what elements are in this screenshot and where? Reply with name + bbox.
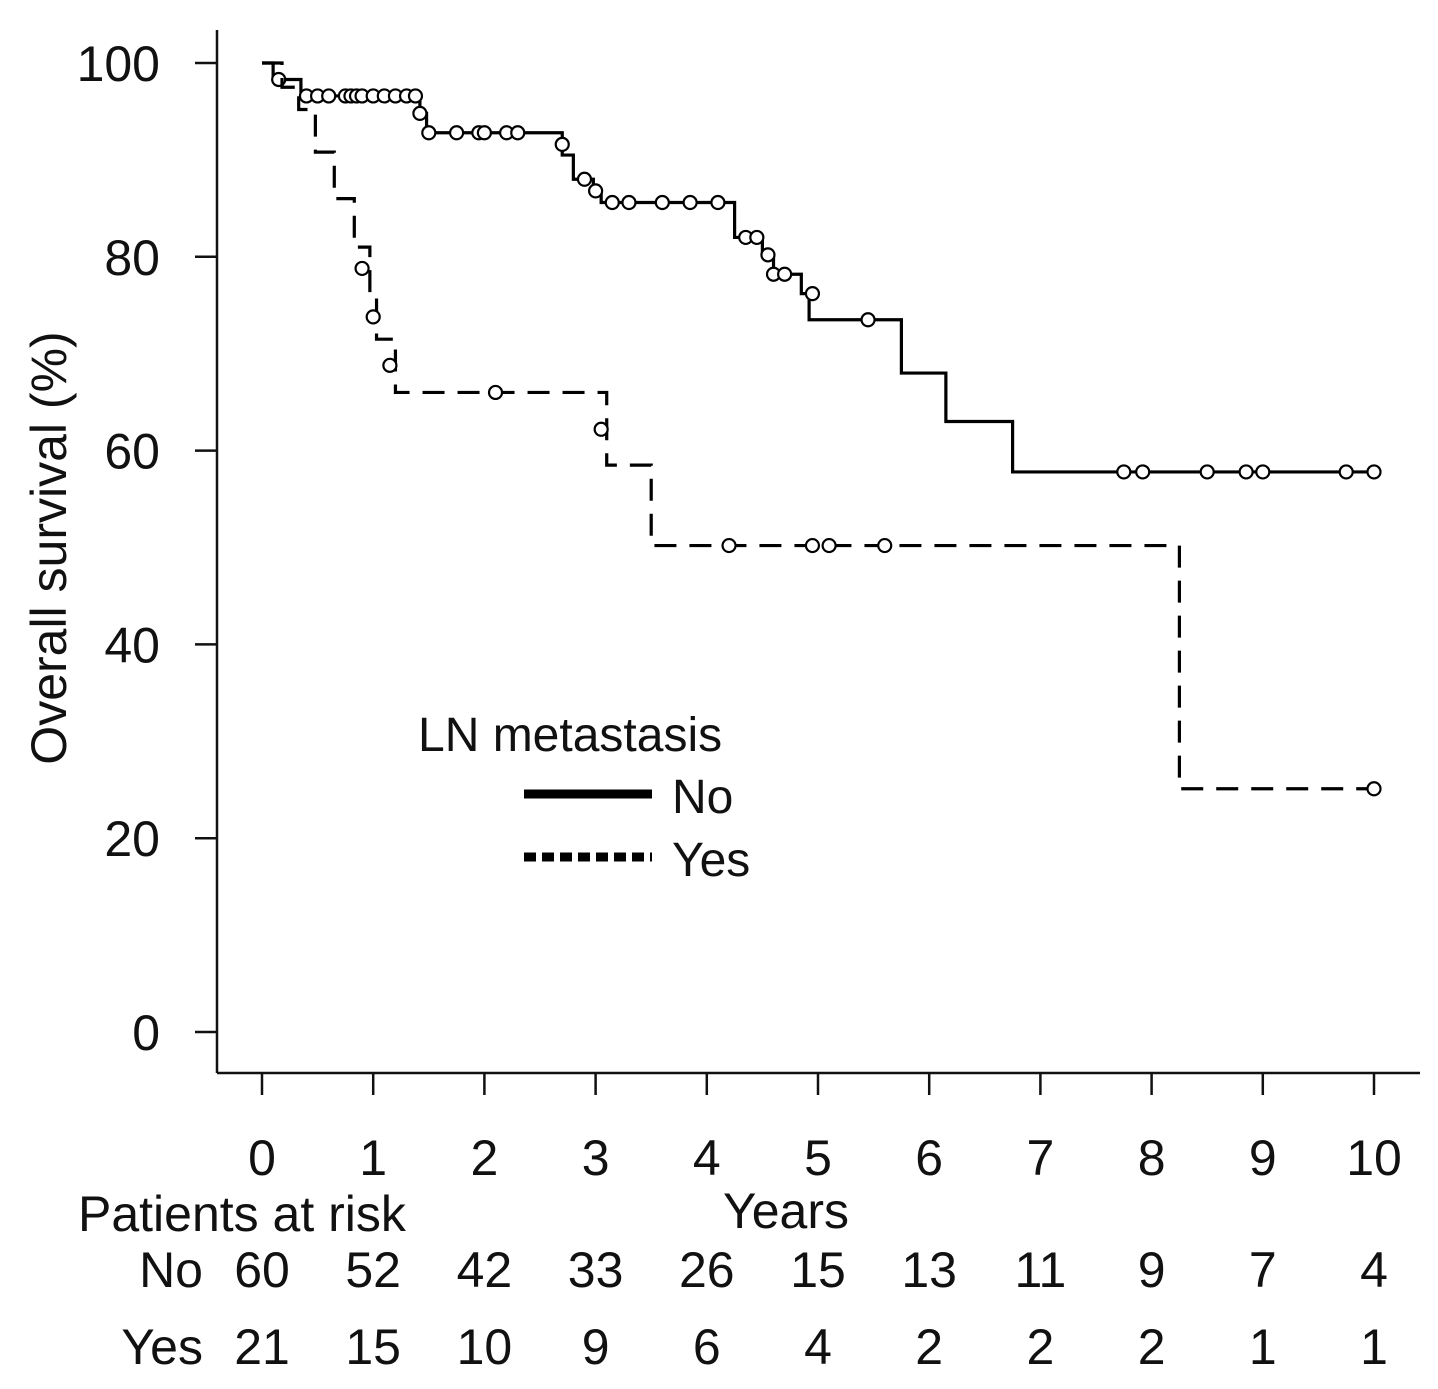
y-axis-title: Overall survival (%) [21,331,77,764]
censor-mark [407,88,424,104]
censor-mark [593,421,609,437]
x-tick-label: 4 [693,1130,721,1186]
risk-row-label: No [139,1242,203,1298]
risk-value: 10 [457,1319,513,1375]
censor-mark [621,194,637,211]
censor-mark [412,105,428,121]
risk-value: 9 [582,1319,610,1375]
censor-mark [710,194,726,211]
axes: 0 20 40 60 80 100 0 1 2 3 4 5 6 7 8 9 10 Years Overall sur… [21,30,1420,1239]
censor-mark [382,357,398,373]
risk-value: 9 [1138,1242,1166,1298]
censor-mark [682,194,698,211]
legend-label-yes: Yes [672,834,750,887]
risk-value: 52 [345,1242,401,1298]
x-tick-label: 8 [1138,1130,1166,1186]
x-tick-label: 3 [582,1130,610,1186]
y-tick-label: 60 [104,424,160,480]
risk-value: 1 [1249,1319,1277,1375]
risk-value: 2 [915,1319,943,1375]
risk-table-title: Patients at risk [78,1186,407,1242]
censor-mark [421,125,437,141]
legend-title: LN metastasis [418,709,722,762]
risk-value: 4 [1360,1242,1388,1298]
y-tick-label: 80 [104,230,160,286]
x-tick-label: 6 [915,1130,943,1186]
censor-mark [1366,781,1382,797]
censor-mark [1366,464,1382,480]
legend: LN metastasis No Yes [418,709,750,887]
censor-mark [877,537,893,554]
censor-mark [1255,464,1271,480]
censor-mark [860,312,876,328]
risk-value: 33 [568,1242,624,1298]
censor-mark [587,183,604,199]
y-tick-label: 20 [104,811,160,867]
censor-mark [777,266,793,282]
y-tick-label: 100 [77,36,160,92]
censor-mark [510,125,526,141]
censor-mark [760,247,776,263]
risk-value: 2 [1026,1319,1054,1375]
risk-value: 15 [345,1319,401,1375]
x-tick-label: 5 [804,1130,832,1186]
censor-mark [654,194,670,211]
series-yes [262,61,1382,797]
x-axis-title: Years [723,1183,849,1239]
censor-mark [821,537,837,554]
risk-value: 1 [1360,1319,1388,1375]
censor-mark [354,260,370,277]
risk-value: 15 [790,1242,846,1298]
censor-mark [604,194,620,211]
censor-mark [487,384,504,401]
survival-curve-yes [262,61,1374,791]
risk-value: 60 [234,1242,290,1298]
legend-label-no: No [672,771,733,824]
risk-value: 13 [901,1242,957,1298]
risk-value: 21 [234,1319,290,1375]
censor-mark [1116,464,1132,480]
censor-mark [749,229,765,246]
risk-value: 26 [679,1242,735,1298]
x-tick-label: 10 [1346,1130,1402,1186]
censor-mark [721,537,737,554]
x-tick-label: 9 [1249,1130,1277,1186]
censor-mark [804,537,821,554]
censor-mark [804,286,821,302]
risk-value: 4 [804,1319,832,1375]
x-tick-label: 1 [359,1130,387,1186]
y-tick-label: 0 [132,1005,160,1061]
risk-value: 6 [693,1319,721,1375]
series-no [262,61,1382,480]
survival-curve-no [262,61,1374,474]
censor-mark [1199,464,1215,480]
risk-value: 2 [1138,1319,1166,1375]
risk-value: 42 [457,1242,513,1298]
x-tick-label: 0 [248,1130,276,1186]
y-tick-label: 40 [104,617,160,673]
x-tick-label: 2 [470,1130,498,1186]
risk-value: 11 [1014,1242,1066,1298]
censor-mark [365,309,381,325]
censor-mark [1338,464,1354,480]
censor-mark [449,125,465,141]
censor-mark [476,125,492,141]
censor-mark [1238,464,1254,480]
censor-mark [1135,464,1151,480]
x-tick-label: 7 [1026,1130,1054,1186]
censor-mark [576,171,593,187]
censor-mark [554,136,570,152]
risk-value: 7 [1249,1242,1277,1298]
series-layer [262,61,1382,797]
censor-mark [321,88,337,104]
risk-row-label: Yes [121,1319,203,1375]
